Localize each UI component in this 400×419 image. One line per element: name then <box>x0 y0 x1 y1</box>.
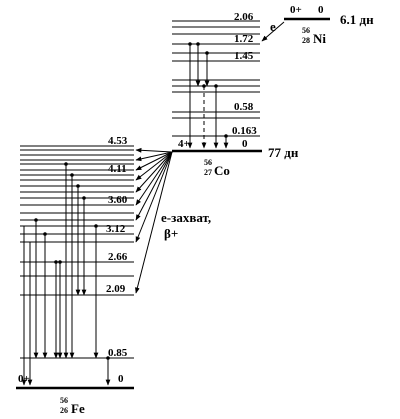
ni-symbol: Ni <box>313 31 326 46</box>
fe-level-label: 4.53 <box>108 135 128 147</box>
co56-ground-level: 4+ 0 77 дн 56 27 Co <box>172 138 299 178</box>
fe-energy-label: 0 <box>118 373 124 385</box>
fe-level-label: 3.12 <box>106 223 126 235</box>
co-mass-number: 56 <box>204 158 212 167</box>
ni-energy-label: 0 <box>318 4 324 16</box>
co-spin-label: 4+ <box>178 138 190 150</box>
ni-atomic-number: 28 <box>302 36 310 45</box>
ni-decay-arrow <box>261 21 285 42</box>
decay-mode-line2: β+ <box>164 226 178 241</box>
fe-level-label: 3.60 <box>108 194 128 206</box>
fe-symbol: Fe <box>71 401 85 416</box>
co-atomic-number: 27 <box>204 168 212 177</box>
fe56-levels: 4.53 4.11 3.60 3.12 2.66 2.09 0.85 <box>20 135 134 359</box>
decay-mode-line1: е-захват, <box>161 210 211 225</box>
fe-spin-label: 0+ <box>18 373 30 385</box>
ni-halflife-label: 6.1 дн <box>340 12 374 27</box>
co-halflife-label: 77 дн <box>268 145 299 160</box>
ni-mass-number: 56 <box>302 26 310 35</box>
co-energy-label: 0 <box>242 138 248 150</box>
co-to-fe-decay-arrows: е-захват, β+ <box>135 147 211 294</box>
fe-level-label: 0.85 <box>108 347 128 359</box>
fe56-transitions <box>21 162 111 386</box>
ni56-parent-level: 0+ 0 6.1 дн 56 28 Ni e <box>261 4 374 46</box>
ni-spin-label: 0+ <box>290 4 302 16</box>
fe-level-label: 2.09 <box>106 283 126 295</box>
co-level-label: 0.163 <box>232 125 257 137</box>
ni-decay-mode-label: e <box>270 19 276 34</box>
co56-transitions <box>187 42 229 149</box>
fe-mass-number: 56 <box>60 396 68 405</box>
fe-level-label: 4.11 <box>108 163 127 175</box>
co-symbol: Co <box>214 163 230 178</box>
fe56-ground-level: 0+ 0 56 26 Fe <box>16 373 134 416</box>
co-level-label: 2.06 <box>234 11 254 23</box>
co-level-label: 0.58 <box>234 101 254 113</box>
fe-atomic-number: 26 <box>60 406 68 415</box>
co-level-label: 1.72 <box>234 33 254 45</box>
fe-level-label: 2.66 <box>108 251 128 263</box>
co-level-label: 1.45 <box>234 50 254 62</box>
